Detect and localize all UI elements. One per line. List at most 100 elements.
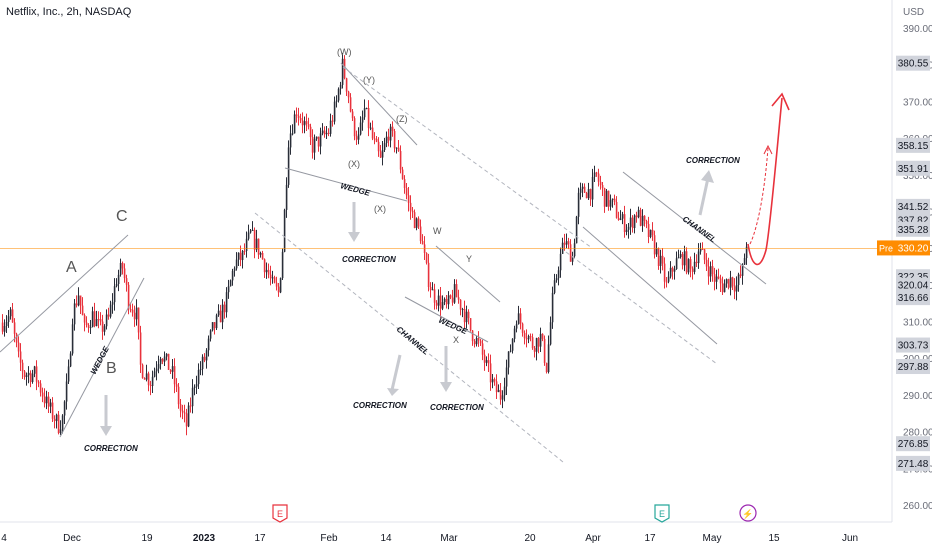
candle-body: [529, 336, 532, 338]
candle-body: [81, 305, 84, 316]
forecast-arrowhead-secondary: [763, 144, 773, 155]
candle-body: [355, 136, 358, 140]
candle-body: [597, 173, 600, 182]
candle-body: [501, 395, 504, 400]
candle-body: [161, 358, 164, 362]
candle-body: [401, 169, 404, 180]
candle-body: [485, 360, 488, 363]
candle-body: [689, 259, 692, 269]
candle-body: [229, 280, 232, 287]
candle-body: [141, 364, 144, 378]
candle-body: [215, 315, 218, 329]
candle-body: [451, 297, 454, 303]
candle-body: [519, 313, 522, 324]
candle-body: [419, 226, 422, 242]
candle-body: [185, 413, 188, 427]
candle-body: [63, 401, 66, 416]
candle-body: [183, 412, 186, 414]
candle-body: [415, 218, 418, 229]
forecast-path: [747, 97, 783, 266]
candle-body: [167, 353, 170, 370]
candle-body: [633, 215, 636, 229]
candle-body: [55, 414, 58, 422]
candle-body: [731, 277, 734, 287]
candle-body: [445, 298, 448, 305]
candle-body: [491, 379, 494, 383]
candle-body: [669, 267, 672, 277]
candle-body: [515, 324, 518, 329]
wave-label: A: [66, 259, 77, 276]
candle-body: [627, 226, 630, 230]
candle-body: [509, 350, 512, 352]
candle-body: [31, 373, 34, 383]
candle-body: [53, 418, 56, 422]
candle-body: [375, 138, 378, 142]
candle-body: [719, 278, 722, 284]
candle-body: [155, 368, 158, 372]
candle-body: [241, 250, 244, 261]
candle-body: [165, 353, 168, 357]
candle-body: [745, 246, 748, 259]
price-badge: [896, 337, 930, 353]
candle-body: [289, 133, 292, 148]
candle-body: [179, 404, 182, 411]
candle-body: [373, 138, 376, 140]
correction-arrowhead: [348, 232, 360, 242]
candle-body: [247, 232, 250, 239]
candle-body: [557, 270, 560, 279]
candle-body: [305, 121, 308, 125]
candle-body: [351, 111, 354, 119]
candle-body: [609, 200, 612, 207]
candle-body: [115, 284, 118, 287]
candle-body: [603, 188, 606, 207]
correction-arrowhead: [701, 170, 714, 183]
candle-body: [253, 229, 256, 250]
event-marker-label: E: [277, 509, 283, 519]
candle-body: [1, 322, 4, 332]
wave-label: W: [433, 226, 442, 236]
price-badge-label: 351.91: [898, 164, 929, 175]
candle-body: [207, 338, 210, 351]
candle-body: [251, 229, 254, 231]
correction-arrowhead: [440, 382, 452, 392]
candle-body: [219, 310, 222, 323]
candle-body: [617, 217, 620, 220]
candle-body: [563, 242, 566, 245]
candle-body: [71, 324, 74, 354]
candle-body: [73, 303, 76, 325]
candle-body: [631, 217, 634, 229]
candle-body: [275, 282, 278, 287]
candle-body: [521, 323, 524, 333]
candle-body: [437, 295, 440, 306]
x-tick-label: 4: [1, 533, 7, 544]
candle-body: [321, 130, 324, 134]
candle-body: [125, 278, 128, 285]
candle-body: [39, 383, 42, 393]
candle-body: [425, 252, 428, 263]
candle-body: [709, 266, 712, 277]
candle-body: [111, 302, 114, 305]
candle-body: [83, 315, 86, 323]
candle-body: [523, 332, 526, 339]
candle-body: [35, 366, 38, 382]
candle-body: [675, 258, 678, 270]
candle-body: [695, 261, 698, 264]
price-badge: [896, 359, 930, 375]
candle-body: [579, 188, 582, 193]
candle-body: [605, 190, 608, 207]
candle-body: [625, 229, 628, 233]
candle-body: [511, 338, 514, 351]
candle-body: [441, 302, 444, 309]
event-marker-label: E: [659, 509, 665, 519]
candle-body: [721, 283, 724, 293]
channel-dashed-line: [342, 66, 593, 249]
candle-body: [447, 295, 450, 305]
candle-body: [287, 147, 290, 185]
trend-line: [582, 226, 718, 345]
x-tick-label: Apr: [585, 533, 601, 544]
candle-body: [347, 91, 350, 98]
candle-body: [261, 252, 264, 260]
candle-body: [727, 279, 730, 288]
candle-body: [439, 295, 442, 309]
